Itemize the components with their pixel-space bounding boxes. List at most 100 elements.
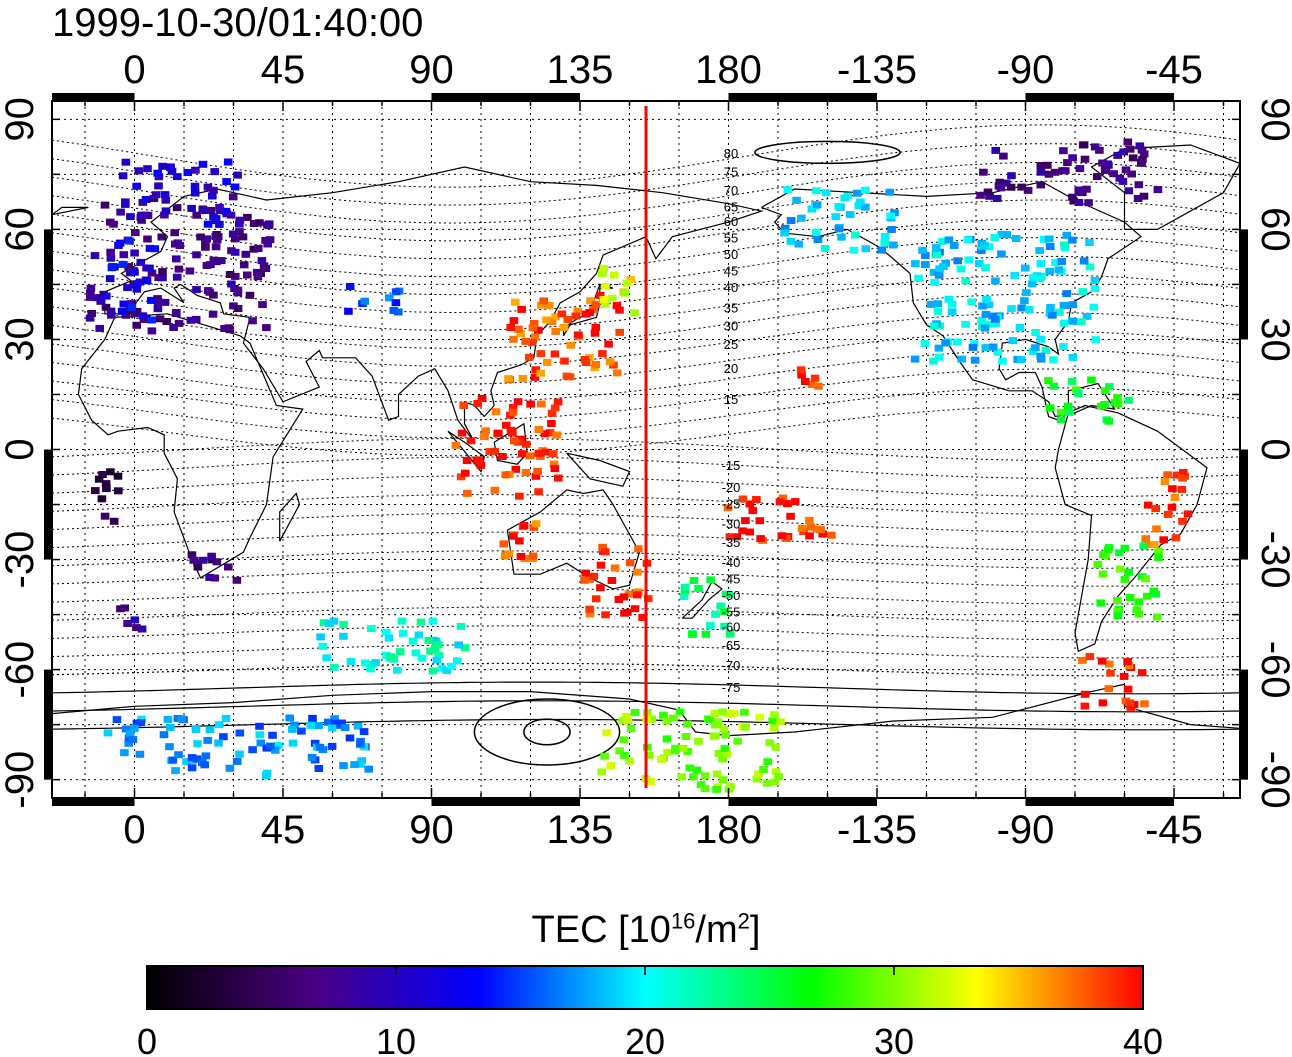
contour-label: 35 xyxy=(724,300,738,315)
tec-cell xyxy=(678,744,688,752)
tec-cell xyxy=(516,553,526,560)
tec-cell xyxy=(504,375,513,383)
tec-cell xyxy=(217,257,226,265)
tec-cell xyxy=(491,408,501,416)
timestamp: 1999-10-30/01:40:00 xyxy=(52,1,424,45)
tec-cell xyxy=(792,196,801,204)
tec-cell xyxy=(100,512,110,520)
tec-cell xyxy=(398,629,408,637)
contour-line xyxy=(52,255,1240,313)
tec-cell xyxy=(752,775,762,783)
tec-cell xyxy=(511,465,521,473)
tec-cell xyxy=(837,233,846,241)
tec-cell xyxy=(812,201,822,209)
tec-cell xyxy=(163,715,173,723)
tec-cell xyxy=(209,291,218,299)
tec-cell xyxy=(1059,343,1068,351)
tec-cell xyxy=(723,710,733,718)
tec-cell xyxy=(786,512,795,520)
tec-cell xyxy=(254,245,263,252)
tec-cell xyxy=(1059,147,1068,155)
tec-cell xyxy=(1140,700,1149,708)
tec-cell xyxy=(589,572,599,580)
tec-cell xyxy=(1120,575,1130,583)
tec-cell xyxy=(205,573,214,581)
tec-cell xyxy=(255,219,264,227)
tec-cell xyxy=(322,654,331,662)
tec-cell xyxy=(1012,235,1021,242)
tec-cell xyxy=(1143,592,1152,600)
tec-cell xyxy=(504,550,513,558)
tec-cell xyxy=(604,340,613,348)
tec-cell xyxy=(490,447,500,455)
tec-cell xyxy=(598,543,607,551)
tec-cell xyxy=(528,552,538,560)
contour-line xyxy=(52,512,1240,533)
tec-cell xyxy=(949,242,959,249)
tec-cell xyxy=(849,246,859,254)
tec-cell xyxy=(98,471,107,478)
tec-cell xyxy=(725,533,735,541)
tec-cell xyxy=(451,441,461,449)
tec-cell xyxy=(177,715,186,723)
tec-cell xyxy=(1059,301,1069,309)
tec-cell xyxy=(591,323,601,331)
tec-cell xyxy=(462,457,472,465)
tec-cell xyxy=(944,295,954,303)
y-tick-label-right: 90 xyxy=(1253,97,1292,142)
tec-cell xyxy=(262,772,271,780)
tec-cell xyxy=(330,715,339,723)
tec-cell xyxy=(526,452,535,460)
tec-cell xyxy=(947,300,957,308)
tec-cell xyxy=(1041,346,1051,354)
tec-cell xyxy=(537,400,546,408)
tec-cell xyxy=(408,637,418,645)
tec-cell xyxy=(996,184,1006,192)
tec-cell xyxy=(679,593,689,600)
tec-cell xyxy=(1124,396,1133,404)
y-tick-label-left: 30 xyxy=(0,317,42,362)
tec-cell xyxy=(1124,568,1133,576)
tec-cell xyxy=(1072,386,1081,394)
tec-cell xyxy=(634,545,643,553)
tec-cell xyxy=(86,284,96,292)
tec-cell xyxy=(725,630,735,638)
tec-cell xyxy=(1128,154,1138,162)
tec-cell xyxy=(414,631,424,639)
x-tick-label-bottom: -45 xyxy=(1145,808,1203,852)
tec-cell xyxy=(995,178,1005,186)
tec-cell xyxy=(350,761,359,769)
tec-cell xyxy=(1100,387,1110,395)
tec-cell xyxy=(1085,653,1095,661)
tec-cell xyxy=(1022,289,1031,297)
tec-cell xyxy=(359,728,369,736)
tec-cell xyxy=(371,659,380,667)
tec-cell xyxy=(346,657,356,665)
tec-cell xyxy=(1090,143,1100,151)
contour-line xyxy=(52,494,1240,515)
coastline xyxy=(681,580,723,619)
tec-cell xyxy=(447,662,456,670)
tec-cell xyxy=(1085,239,1094,246)
tec-cell xyxy=(136,258,146,266)
tec-cell xyxy=(941,339,950,347)
tec-cell xyxy=(1103,546,1113,554)
tec-cell xyxy=(509,532,518,540)
tec-cell xyxy=(1063,402,1073,410)
tec-cell xyxy=(984,243,994,251)
tec-cell xyxy=(85,314,95,322)
tec-cell xyxy=(522,440,531,448)
tec-cell xyxy=(565,373,575,381)
tec-cell xyxy=(339,762,348,770)
tec-cell xyxy=(659,711,668,719)
tec-cell xyxy=(1170,494,1180,501)
tec-cell xyxy=(771,743,780,751)
tec-cell xyxy=(225,326,235,334)
tec-cell xyxy=(86,293,95,301)
tec-cell xyxy=(138,312,148,320)
x-tick-label-top: -45 xyxy=(1145,48,1203,92)
tec-cell xyxy=(560,357,569,365)
tec-cell xyxy=(1141,535,1150,543)
tec-cell xyxy=(630,605,640,613)
